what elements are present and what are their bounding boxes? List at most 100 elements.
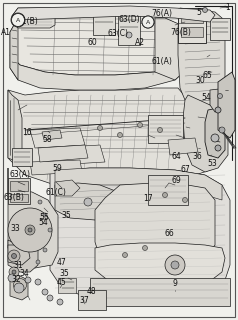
Polygon shape — [178, 8, 225, 108]
Text: 66: 66 — [164, 229, 174, 238]
Text: 45: 45 — [57, 278, 67, 287]
Text: 54: 54 — [201, 93, 211, 102]
Circle shape — [8, 250, 20, 262]
Text: 63(B): 63(B) — [4, 193, 25, 202]
Polygon shape — [8, 245, 30, 265]
Circle shape — [35, 279, 41, 285]
Circle shape — [11, 13, 25, 27]
Circle shape — [28, 228, 32, 232]
Text: 58: 58 — [43, 135, 52, 144]
Text: 67: 67 — [181, 165, 190, 174]
Text: 9: 9 — [173, 279, 177, 288]
Text: 48: 48 — [87, 287, 96, 296]
Circle shape — [25, 277, 31, 283]
Text: 34: 34 — [19, 269, 29, 278]
Bar — [90, 278, 230, 306]
Text: 5: 5 — [196, 8, 201, 17]
Text: 37: 37 — [80, 296, 89, 305]
Text: 36: 36 — [193, 152, 202, 161]
Circle shape — [203, 7, 208, 12]
Text: 61(A): 61(A) — [151, 57, 172, 66]
Text: 61(C): 61(C) — [45, 188, 66, 196]
Text: 1: 1 — [225, 3, 230, 12]
Circle shape — [25, 225, 35, 235]
Polygon shape — [38, 145, 88, 162]
Text: 63(C): 63(C) — [107, 29, 128, 38]
Bar — [178, 8, 206, 43]
Circle shape — [14, 283, 24, 293]
Bar — [210, 18, 230, 40]
Text: 16: 16 — [23, 128, 32, 137]
Polygon shape — [205, 108, 225, 158]
Bar — [78, 290, 106, 310]
Polygon shape — [95, 243, 225, 290]
Polygon shape — [8, 88, 228, 188]
Text: 30: 30 — [195, 76, 205, 84]
Polygon shape — [50, 168, 230, 298]
Bar — [8, 178, 30, 204]
Circle shape — [12, 270, 16, 274]
Text: A2: A2 — [135, 38, 145, 47]
Circle shape — [158, 127, 163, 132]
Circle shape — [215, 145, 221, 151]
Text: 35: 35 — [60, 269, 69, 278]
Circle shape — [163, 193, 168, 197]
Circle shape — [143, 245, 148, 251]
Circle shape — [215, 107, 221, 113]
Text: 69: 69 — [171, 176, 181, 185]
Circle shape — [8, 274, 16, 282]
Bar — [181, 27, 203, 37]
Bar — [58, 278, 76, 293]
Text: 55: 55 — [39, 213, 49, 222]
Circle shape — [8, 208, 52, 252]
Text: 47: 47 — [57, 258, 67, 267]
Circle shape — [36, 260, 40, 264]
Polygon shape — [12, 6, 215, 22]
Text: 32: 32 — [12, 276, 21, 284]
Circle shape — [43, 213, 47, 217]
Circle shape — [48, 228, 52, 232]
Text: A: A — [146, 20, 150, 25]
Text: 63(D): 63(D) — [119, 15, 140, 24]
Circle shape — [218, 93, 223, 99]
Polygon shape — [30, 128, 85, 148]
Text: 53: 53 — [207, 159, 217, 168]
Text: 76(B): 76(B) — [170, 28, 191, 37]
Bar — [12, 148, 32, 166]
Circle shape — [211, 134, 219, 142]
Polygon shape — [168, 138, 198, 155]
Polygon shape — [155, 18, 188, 80]
Text: A: A — [146, 20, 150, 25]
Circle shape — [118, 132, 123, 138]
Text: 35: 35 — [62, 211, 71, 220]
Text: A: A — [16, 18, 20, 22]
Polygon shape — [218, 72, 235, 138]
Text: 33: 33 — [11, 224, 20, 233]
Circle shape — [171, 261, 179, 269]
Circle shape — [43, 248, 47, 252]
Polygon shape — [55, 168, 222, 200]
Polygon shape — [10, 275, 28, 300]
Polygon shape — [10, 18, 18, 80]
Polygon shape — [55, 183, 120, 220]
Text: 31: 31 — [13, 261, 23, 270]
Polygon shape — [8, 90, 22, 162]
Polygon shape — [183, 95, 228, 172]
Circle shape — [84, 198, 92, 206]
Circle shape — [42, 289, 48, 295]
Circle shape — [18, 283, 22, 287]
Circle shape — [183, 197, 188, 203]
Circle shape — [123, 252, 128, 258]
Text: 76(A): 76(A) — [151, 9, 172, 18]
Polygon shape — [12, 8, 55, 28]
Text: 59: 59 — [52, 164, 62, 173]
Text: 61(B): 61(B) — [18, 17, 39, 26]
Circle shape — [11, 253, 16, 259]
Circle shape — [47, 295, 53, 301]
Circle shape — [9, 267, 19, 277]
Text: 64: 64 — [171, 152, 181, 161]
Text: 63(A): 63(A) — [10, 170, 31, 179]
Bar — [10, 181, 28, 191]
Circle shape — [165, 255, 185, 275]
Circle shape — [98, 125, 103, 131]
